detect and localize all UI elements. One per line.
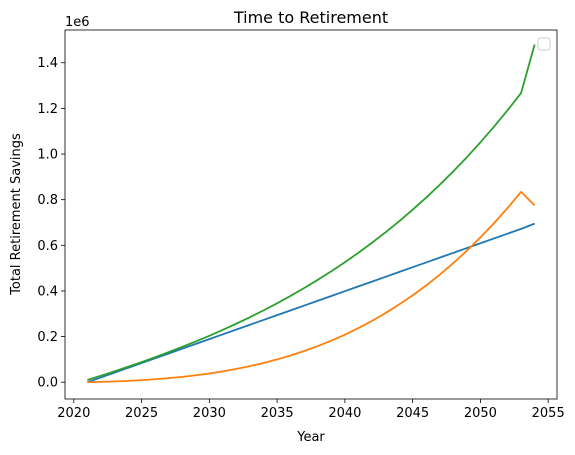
plot-area	[65, 30, 557, 399]
x-tick-label: 2035	[261, 406, 294, 421]
x-axis: 2020 2025 2030 2035 2040 2045 2050 2055	[57, 399, 565, 421]
x-tick-label: 2030	[193, 406, 226, 421]
y-tick-label: 0.6	[37, 239, 58, 254]
y-tick-label: 0.0	[37, 376, 58, 391]
x-tick-label: 2055	[532, 406, 565, 421]
y-tick-label: 0.8	[37, 193, 58, 208]
x-tick-label: 2045	[396, 406, 429, 421]
chart-title: Time to Retirement	[233, 8, 388, 27]
x-axis-label: Year	[296, 430, 325, 445]
axes-layer	[64, 29, 558, 400]
series-line-1	[87, 222, 535, 384]
y-axis-label: Total Retirement Savings	[9, 133, 24, 296]
series-layer	[87, 44, 536, 384]
x-tick-label: 2040	[328, 406, 361, 421]
y-offset-label: 1e6	[65, 15, 90, 30]
x-tick-label: 2020	[57, 406, 90, 421]
x-tick-label: 2050	[464, 406, 497, 421]
series-line-3	[87, 44, 536, 381]
series-line-2	[87, 190, 536, 384]
legend-box	[537, 37, 551, 51]
y-tick-label: 0.4	[37, 284, 58, 299]
y-tick-label: 0.2	[37, 330, 58, 345]
y-axis: 0.0 0.2 0.4 0.6 0.8 1.0 1.2 1.4	[37, 56, 65, 391]
y-tick-label: 1.2	[37, 102, 58, 117]
plot-frame	[64, 29, 558, 400]
x-tick-label: 2025	[125, 406, 158, 421]
y-tick-label: 1.0	[37, 148, 58, 163]
y-tick-label: 1.4	[37, 56, 58, 71]
